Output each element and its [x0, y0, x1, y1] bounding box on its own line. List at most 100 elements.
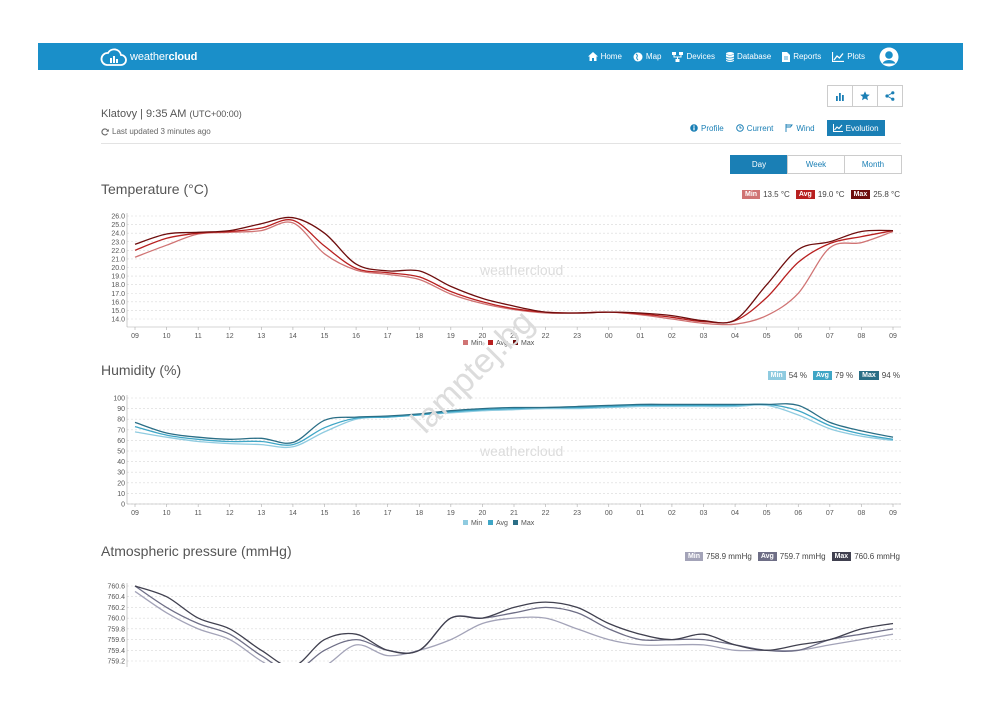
temperature-chart: 26.025.0 24.023.0 22.021.0 20.0 19.018.0 17.0…	[111, 213, 901, 347]
x-tick-label: 23	[573, 333, 581, 340]
y-tick-label: 759.2	[107, 659, 125, 666]
refresh-icon	[101, 127, 109, 135]
star-icon	[860, 91, 870, 101]
x-tick-label: 04	[731, 333, 739, 340]
range-month-button[interactable]: Month	[844, 155, 902, 174]
x-tick-label: 20	[479, 333, 487, 340]
legend-label[interactable]: Min	[471, 340, 482, 347]
x-tick-label: 00	[605, 510, 613, 517]
tab-current[interactable]: Current	[735, 120, 774, 136]
clock-icon	[735, 124, 744, 132]
y-tick-label: 14.0	[111, 317, 125, 324]
x-tick-label: 06	[794, 510, 802, 517]
x-tick-label: 20	[479, 510, 487, 517]
nav-plots[interactable]: Plots	[832, 51, 865, 62]
x-tick-label: 21	[510, 510, 518, 517]
x-tick-label: 19	[447, 510, 455, 517]
tab-wind[interactable]: Wind	[785, 120, 815, 136]
y-tick-label: 30	[117, 470, 125, 477]
nav-map[interactable]: Map	[633, 52, 661, 62]
x-tick-label: 08	[858, 510, 866, 517]
x-tick-label: 05	[763, 510, 771, 517]
x-tick-label: 00	[605, 333, 613, 340]
tab-evolution[interactable]: Evolution	[826, 120, 885, 136]
y-tick-label: 19.0	[111, 274, 125, 281]
x-tick-label: 09	[131, 333, 139, 340]
humidity-title: Humidity (%)	[101, 362, 182, 378]
nav-database[interactable]: Database	[725, 51, 771, 62]
range-week-button[interactable]: Week	[787, 155, 845, 174]
brand-logo[interactable]: weathercloud	[100, 47, 197, 67]
x-tick-label: 16	[352, 333, 360, 340]
x-tick-label: 03	[700, 510, 708, 517]
x-tick-label: 02	[668, 510, 676, 517]
tab-wind-label: Wind	[796, 123, 815, 133]
last-updated-text: Last updated 3 minutes ago	[112, 127, 211, 136]
legend-swatch	[488, 340, 493, 345]
nav-devices[interactable]: Devices	[672, 51, 715, 62]
tab-profile[interactable]: Profile	[690, 120, 724, 136]
legend-label[interactable]: Max	[521, 520, 535, 527]
temperature-max-stat: Max 25.8 °C	[850, 190, 900, 199]
y-tick-label: 759.4	[107, 648, 125, 655]
humidity-min-stat: Min 54 %	[767, 371, 807, 380]
legend-label[interactable]: Min	[471, 520, 482, 527]
pressure-stats: Min 758.9 mmHg Avg 759.7 mmHg Max 760.6 mmH…	[679, 552, 900, 561]
series-line-min	[134, 221, 894, 326]
x-tick-label: 12	[226, 510, 234, 517]
stats-button[interactable]	[827, 85, 853, 107]
range-day-button[interactable]: Day	[730, 155, 788, 174]
user-avatar-icon[interactable]	[879, 47, 899, 67]
bar-chart-icon	[836, 92, 844, 101]
y-tick-label: 50	[117, 449, 125, 456]
humidity-stats: Min 54 % Avg 79 % Max 94 %	[762, 371, 900, 380]
nav-home[interactable]: Home	[587, 52, 622, 61]
share-icon	[885, 91, 895, 101]
chart-icon	[832, 124, 843, 132]
nav-home-label: Home	[600, 52, 622, 61]
temperature-title: Temperature (°C)	[101, 181, 209, 197]
x-tick-label: 15	[321, 333, 329, 340]
nav-devices-label: Devices	[686, 52, 715, 61]
series-line-avg	[134, 585, 894, 663]
y-tick-label: 23.0	[111, 239, 125, 246]
favorite-button[interactable]	[852, 85, 878, 107]
wind-icon	[785, 124, 794, 132]
x-tick-label: 10	[163, 333, 171, 340]
x-tick-label: 11	[195, 333, 202, 340]
legend-label[interactable]: Max	[521, 340, 535, 347]
series-line-min	[134, 590, 894, 663]
y-tick-label: 759.8	[107, 626, 125, 633]
pressure-chart: 760.6 760.4 760.2 760.0 759.8 759.6 759.4 759.2	[107, 583, 901, 667]
station-location-time: Klatovy | 9:35 AM (UTC+00:00)	[101, 108, 242, 120]
legend-label[interactable]: Avg	[496, 340, 508, 347]
temperature-avg-stat: Avg 19.0 °C	[795, 190, 845, 199]
x-tick-label: 06	[794, 333, 802, 340]
y-tick-label: 25.0	[111, 222, 125, 229]
legend-swatch	[488, 520, 493, 525]
tab-current-label: Current	[746, 123, 774, 133]
share-button[interactable]	[877, 85, 903, 107]
header-divider	[101, 143, 901, 144]
y-tick-label: 70	[117, 427, 125, 434]
x-tick-label: 21	[510, 333, 518, 340]
series-line-max	[134, 403, 894, 444]
nav-reports[interactable]: Reports	[782, 51, 821, 62]
x-tick-label: 01	[636, 510, 644, 517]
range-selector: Day Week Month	[730, 155, 902, 174]
tab-evolution-label: Evolution	[845, 123, 879, 133]
y-tick-label: 26.0	[111, 214, 125, 221]
x-tick-label: 18	[415, 510, 423, 517]
y-tick-label: 0	[121, 502, 125, 509]
humidity-max-stat: Max 94 %	[859, 371, 900, 380]
y-tick-label: 16.0	[111, 299, 125, 306]
legend-label[interactable]: Avg	[496, 520, 508, 527]
y-tick-label: 759.6	[107, 637, 125, 644]
x-tick-label: 15	[321, 510, 329, 517]
y-tick-label: 22.0	[111, 248, 125, 255]
x-tick-label: 17	[384, 333, 392, 340]
pressure-title: Atmospheric pressure (mmHg)	[101, 543, 292, 559]
x-tick-label: 07	[826, 510, 834, 517]
cloud-logo-icon	[100, 48, 127, 66]
